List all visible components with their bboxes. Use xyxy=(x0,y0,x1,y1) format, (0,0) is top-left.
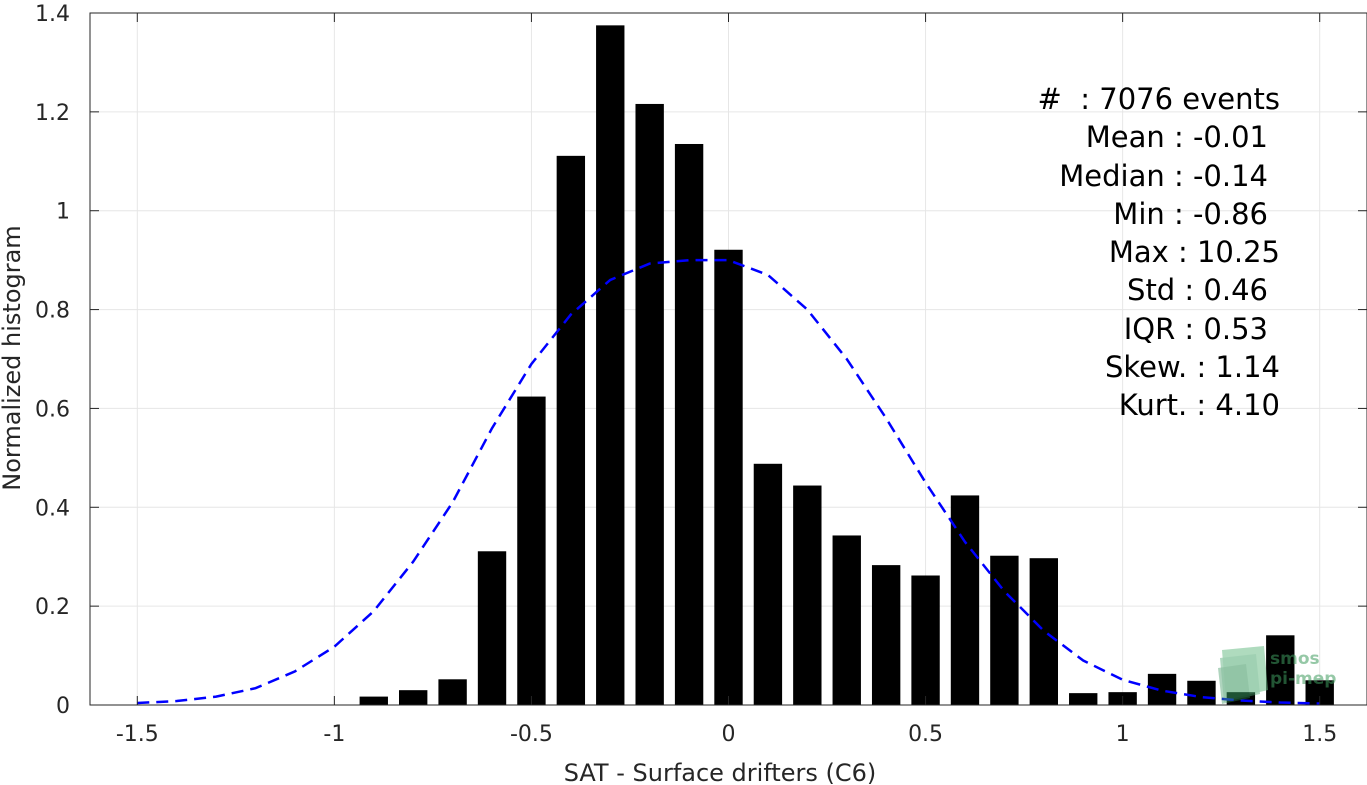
histogram-bar xyxy=(477,551,507,705)
histogram-bar xyxy=(911,575,940,705)
y-axis-label: Normalized histogram xyxy=(0,225,26,490)
x-axis-label: SAT - Surface drifters (C6) xyxy=(564,759,877,785)
histogram-bar xyxy=(832,535,861,705)
histogram-bar xyxy=(871,565,901,705)
histogram-bar xyxy=(990,555,1019,705)
stat-std: Std : 0.46 xyxy=(1127,273,1268,308)
y-tick-label: 1.4 xyxy=(35,2,70,27)
stat-median: Median : -0.14 xyxy=(1059,158,1268,193)
x-tick-label: -0.5 xyxy=(510,722,553,747)
y-tick-label: 0.8 xyxy=(35,299,70,324)
histogram-bar xyxy=(950,495,980,705)
histogram-bar xyxy=(1147,673,1177,705)
y-tick-label: 0.4 xyxy=(35,496,70,521)
x-tick-label: 0 xyxy=(722,722,736,747)
histogram-bar xyxy=(1187,680,1216,705)
histogram-bar xyxy=(793,485,822,705)
histogram-bar xyxy=(753,463,783,705)
stat-max: Max : 10.25 xyxy=(1108,235,1280,270)
x-axis-ticks: -1.5 -1 -0.5 0 0.5 1 1.5 xyxy=(116,13,1337,747)
stats-box: # : 7076 events Mean : -0.01 Median : -0… xyxy=(880,80,1280,425)
logo-mark-icon xyxy=(1218,646,1268,704)
x-tick-label: 0.5 xyxy=(908,722,943,747)
smos-pimep-logo: smos pi-mep xyxy=(1216,644,1351,704)
stat-iqr: IQR : 0.53 xyxy=(1123,311,1268,346)
histogram-bar xyxy=(596,25,625,706)
logo-text-pimep: pi-mep xyxy=(1270,669,1337,689)
histogram-bar xyxy=(1069,693,1098,705)
y-tick-label: 0.6 xyxy=(35,397,70,422)
x-tick-label: 1.5 xyxy=(1302,722,1337,747)
histogram-bar xyxy=(674,143,704,705)
histogram-bar xyxy=(438,679,467,705)
histogram-bar xyxy=(556,155,586,705)
stat-mean: Mean : -0.01 xyxy=(1085,120,1268,155)
y-axis-ticks: 0 0.2 0.4 0.6 0.8 1 1.2 1.4 xyxy=(35,2,1367,719)
x-tick-label: -1 xyxy=(323,722,345,747)
stat-skew: Skew. : 1.14 xyxy=(1104,350,1280,385)
x-tick-label: -1.5 xyxy=(116,722,159,747)
histogram-bars xyxy=(359,25,1334,706)
y-tick-label: 1.2 xyxy=(35,101,70,126)
stat-kurt: Kurt. : 4.10 xyxy=(1118,388,1280,423)
grid-lines xyxy=(90,12,1367,706)
histogram-bar xyxy=(635,103,664,706)
y-tick-label: 0 xyxy=(56,694,70,719)
y-tick-label: 0.2 xyxy=(35,595,70,620)
histogram-bar xyxy=(714,249,743,705)
histogram-bar xyxy=(517,396,546,705)
x-tick-label: 1 xyxy=(1116,722,1130,747)
histogram-bar xyxy=(1266,635,1295,705)
histogram-bar xyxy=(1029,558,1058,705)
stat-count: # : 7076 events xyxy=(1037,82,1280,116)
histogram-bar xyxy=(399,690,428,705)
logo-text-smos: smos xyxy=(1270,649,1320,669)
stat-min: Min : -0.86 xyxy=(1113,196,1268,231)
histogram-bar xyxy=(359,696,388,705)
y-tick-label: 1 xyxy=(56,200,70,225)
